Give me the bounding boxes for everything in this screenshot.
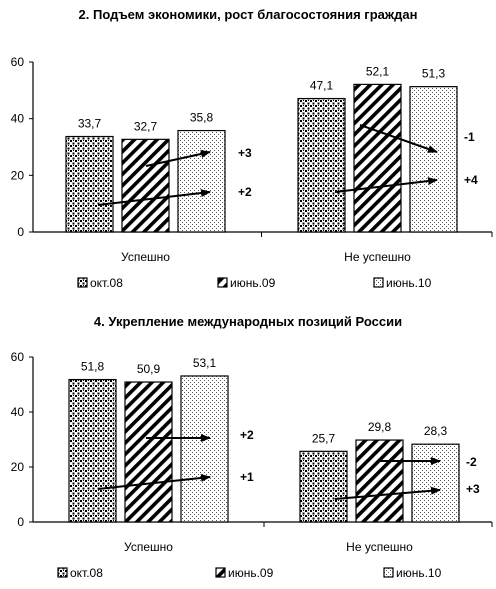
change-annotation: +2 [240,428,254,442]
bar [65,135,114,233]
x-tick-label: Успешно [124,540,173,554]
bar [299,450,348,523]
change-annotation: -2 [466,455,477,469]
legend-label: окт.08 [90,276,123,290]
change-annotation: -1 [464,130,475,144]
legend-swatch [217,277,228,288]
y-tick-label: 40 [11,405,25,419]
change-annotation: +3 [466,482,480,496]
data-label: 25,7 [312,431,336,445]
x-tick-label: Успешно [121,250,170,264]
data-label: 28,3 [424,424,448,438]
bar [180,375,229,523]
y-tick-label: 0 [17,225,24,239]
data-label: 51,8 [81,360,105,374]
legend-swatch [215,567,226,578]
change-arrow [334,177,438,193]
data-label: 35,8 [190,111,214,125]
bar [121,138,170,233]
chart-title: 4. Укрепление международных позиций Росс… [94,314,402,329]
bar [177,129,226,233]
x-tick-label: Не успешно [346,540,413,554]
change-annotation: +4 [464,173,478,187]
legend-swatch [77,277,88,288]
change-annotation: +2 [238,185,252,199]
legend-label: июнь.09 [230,276,276,290]
x-tick-label: Не успешно [344,250,411,264]
change-annotation: +1 [240,470,254,484]
legend-label: июнь.10 [396,566,442,580]
y-tick-label: 60 [11,350,25,364]
legend-label: июнь.09 [228,566,274,580]
change-arrow [97,189,211,206]
legend-swatch [57,567,68,578]
data-label: 29,8 [368,420,392,434]
bar [355,439,404,523]
chart-title: 2. Подъем экономики, рост благосостояния… [79,7,418,22]
y-tick-label: 20 [11,168,25,182]
data-label: 52,1 [366,64,390,78]
legend-label: окт.08 [70,566,103,580]
data-label: 33,7 [78,117,102,131]
change-arrow [359,124,438,153]
data-label: 50,9 [137,362,161,376]
bar [124,381,173,523]
change-arrow [334,486,441,500]
data-label: 51,3 [422,67,446,81]
y-tick-label: 0 [17,515,24,529]
y-tick-label: 60 [11,55,25,69]
legend-label: июнь.10 [386,276,432,290]
change-annotation: +3 [238,146,252,160]
bar [353,83,402,233]
bar [297,97,346,233]
change-arrow [97,473,211,490]
y-tick-label: 20 [11,460,25,474]
y-tick-label: 40 [11,112,25,126]
legend-swatch [373,277,384,288]
bar [409,86,458,233]
legend-swatch [383,567,394,578]
change-arrow [145,150,211,167]
bar [68,378,117,523]
bar [411,443,460,523]
data-label: 53,1 [193,356,217,370]
data-label: 32,7 [134,119,158,133]
data-label: 47,1 [310,79,334,93]
